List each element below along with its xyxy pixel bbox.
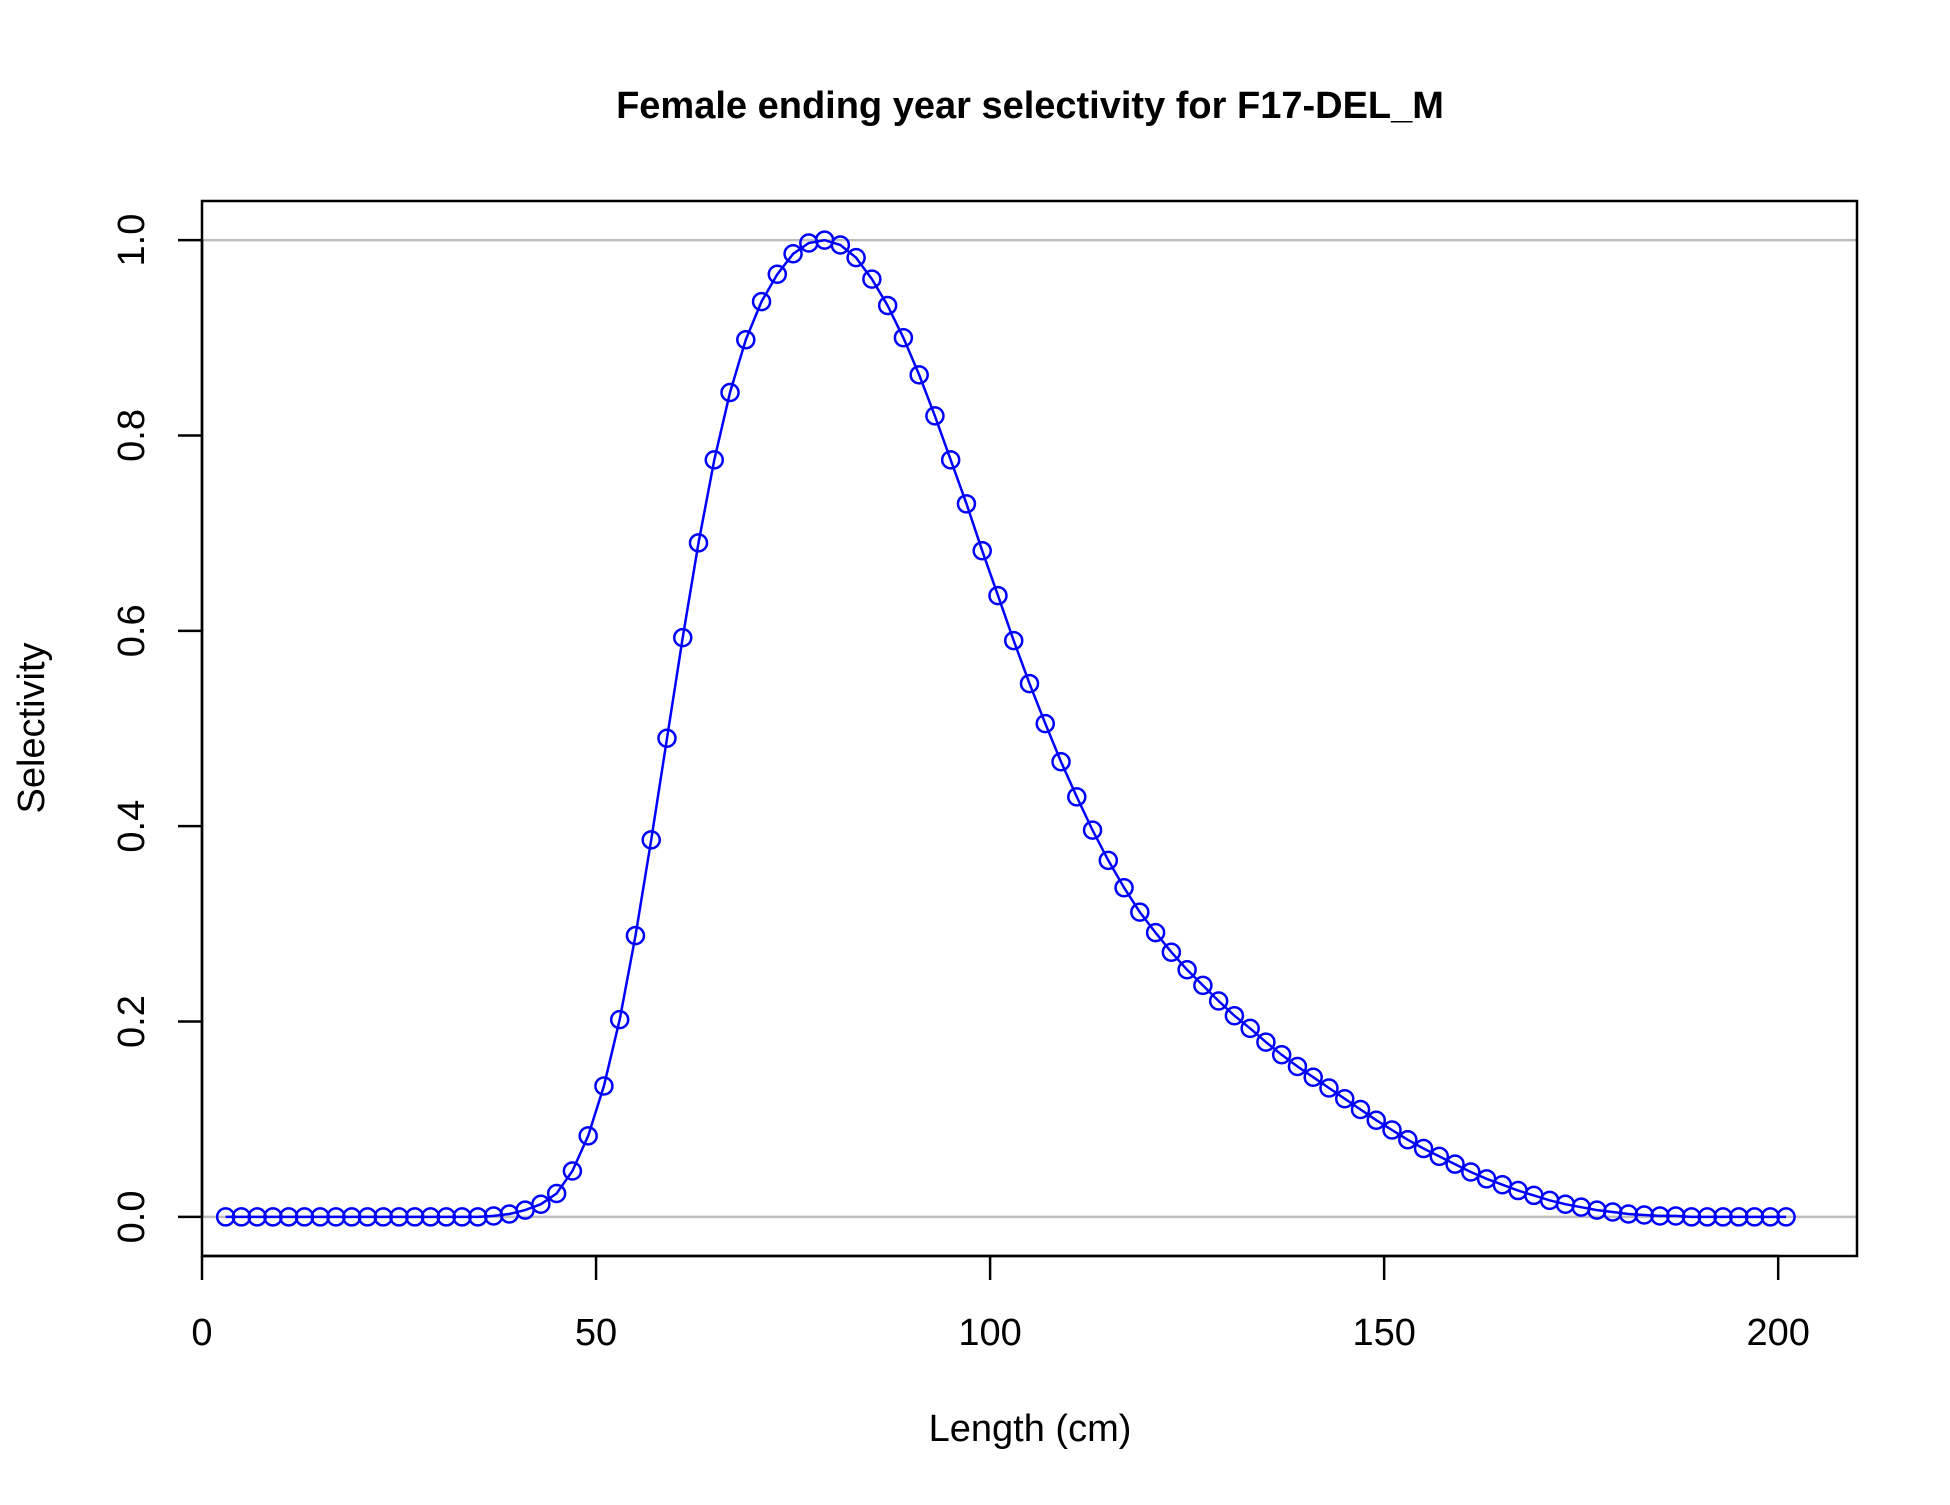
data-point <box>1461 1162 1481 1182</box>
data-point <box>877 295 898 316</box>
data-point <box>972 540 992 561</box>
data-point <box>940 450 961 470</box>
y-axis: 0.0 0.2 0.4 0.6 0.8 1.0 <box>111 214 204 1244</box>
data-point <box>1224 1005 1245 1026</box>
data-point <box>1193 975 1213 996</box>
data-point <box>720 382 740 403</box>
data-point <box>578 1126 598 1146</box>
data-point <box>1208 991 1229 1011</box>
y-tick-label: 0.0 <box>111 1191 153 1244</box>
data-point <box>531 1194 551 1214</box>
data-point <box>1240 1018 1260 1039</box>
data-point <box>1413 1138 1434 1159</box>
plot-frame <box>200 199 1859 1258</box>
data-point <box>1003 630 1024 651</box>
data-point <box>1271 1045 1292 1065</box>
data-point <box>1445 1154 1465 1174</box>
chart-title: Female ending year selectivity for F17-D… <box>616 85 1444 127</box>
data-point <box>1429 1146 1450 1167</box>
data-point <box>1776 1207 1796 1227</box>
x-tick-label: 150 <box>1352 1312 1415 1354</box>
data-point <box>1019 673 1040 694</box>
data-point <box>594 1076 614 1096</box>
data-point <box>783 244 803 264</box>
data-point <box>1382 1120 1402 1140</box>
data-point <box>1161 942 1182 962</box>
data-point <box>1256 1032 1276 1052</box>
y-tick-label: 1.0 <box>111 214 153 267</box>
x-tick-label: 0 <box>191 1312 212 1354</box>
data-point <box>767 264 788 285</box>
data-point <box>862 269 882 289</box>
data-point <box>1082 820 1103 840</box>
x-tick-label: 200 <box>1746 1312 1809 1354</box>
data-point <box>1319 1078 1339 1098</box>
data-point <box>846 247 866 268</box>
data-point <box>1398 1130 1418 1150</box>
data-point <box>1098 850 1119 871</box>
data-point <box>1114 877 1134 898</box>
data-point <box>1303 1067 1323 1087</box>
data-point <box>704 450 725 470</box>
data-point <box>751 291 772 312</box>
x-tick-label: 50 <box>575 1312 617 1354</box>
data-point <box>688 533 709 553</box>
data-point <box>1287 1056 1308 1077</box>
series-layer <box>215 230 1796 1227</box>
data-point <box>562 1161 583 1181</box>
y-tick-label: 0.4 <box>111 800 153 853</box>
data-point <box>893 328 914 348</box>
y-tick-label: 0.8 <box>111 409 153 462</box>
data-point <box>1035 713 1056 734</box>
data-point <box>736 329 756 350</box>
data-point <box>988 585 1008 606</box>
x-axis: 0 50 100 150 200 <box>191 1254 1810 1354</box>
series-line <box>225 238 1787 1219</box>
y-tick-label: 0.2 <box>111 995 153 1048</box>
data-point <box>1145 922 1166 943</box>
data-point <box>1130 902 1150 922</box>
data-point <box>657 728 677 749</box>
data-point <box>625 925 646 946</box>
data-point <box>956 494 977 514</box>
data-point <box>672 627 693 648</box>
data-point <box>1350 1099 1371 1120</box>
data-point <box>925 406 945 426</box>
x-axis-label: Length (cm) <box>929 1408 1132 1450</box>
data-point <box>1334 1088 1355 1109</box>
data-point <box>1177 960 1197 980</box>
data-point <box>609 1009 630 1030</box>
y-axis-label: Selectivity <box>11 642 53 813</box>
data-point <box>1051 751 1071 772</box>
data-point <box>1067 787 1087 807</box>
data-point <box>909 365 929 385</box>
data-point <box>641 830 661 850</box>
data-point <box>1366 1110 1387 1130</box>
data-point <box>830 235 851 255</box>
x-tick-label: 100 <box>958 1312 1021 1354</box>
reference-lines <box>202 238 1857 1219</box>
data-point <box>546 1183 567 1204</box>
y-tick-label: 0.6 <box>111 604 153 657</box>
